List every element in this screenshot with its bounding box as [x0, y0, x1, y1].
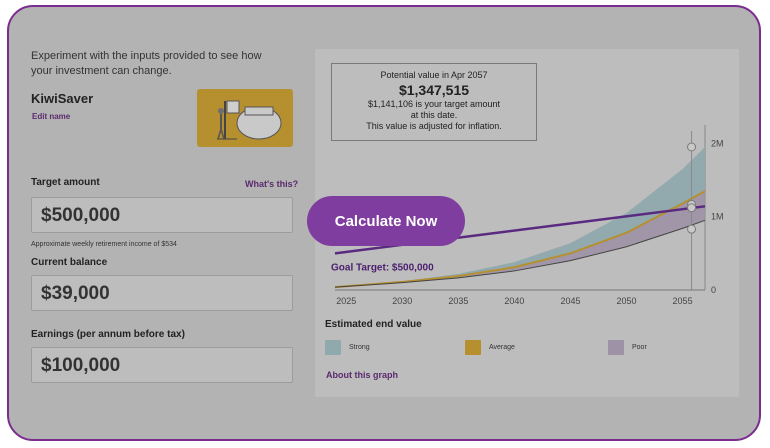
x-tick-label: 2030 — [392, 296, 412, 306]
weekly-income-hint: Approximate weekly retirement income of … — [31, 241, 177, 248]
earnings-label: Earnings (per annum before tax) — [31, 329, 185, 340]
tooltip-value: $1,347,515 — [398, 82, 470, 98]
poor-line — [334, 219, 706, 288]
marker-handle — [687, 142, 697, 152]
legend-average-label: Average — [489, 344, 515, 351]
x-tick-label: 2055 — [673, 296, 693, 306]
legend-poor-label: Poor — [632, 344, 647, 351]
legend-poor-swatch — [608, 340, 624, 355]
tooltip-heading: Potential value in Apr 2057 — [380, 70, 488, 80]
legend-strong-label: Strong — [349, 344, 370, 351]
y-tick-label: 2M — [711, 138, 724, 148]
tooltip-line-2: at this date. — [410, 110, 458, 120]
legend-average: Average — [465, 340, 515, 355]
x-tick-label: 2040 — [504, 296, 524, 306]
target-amount-label: Target amount — [31, 177, 100, 188]
goal-target-label: Goal Target: $500,000 — [331, 262, 434, 273]
estimated-end-value-title: Estimated end value — [325, 319, 422, 330]
legend-poor: Poor — [608, 340, 647, 355]
earnings-input[interactable]: $100,000 — [31, 347, 293, 383]
inputs-column: Experiment with the inputs provided to s… — [31, 7, 301, 439]
calculate-now-button[interactable]: Calculate Now — [307, 196, 465, 246]
x-tick-label: 2025 — [336, 296, 356, 306]
y-tick-label: 0 — [711, 285, 716, 295]
current-balance-label: Current balance — [31, 257, 108, 268]
legend-strong-swatch — [325, 340, 341, 355]
target-amount-input[interactable]: $500,000 — [31, 197, 293, 233]
marker-handle — [687, 224, 697, 234]
average-line — [334, 190, 706, 289]
tooltip-line-1: $1,141,106 is your target amount — [367, 99, 501, 109]
edit-name-link[interactable]: Edit name — [32, 112, 71, 121]
product-name: KiwiSaver — [31, 91, 94, 106]
tooltip-line-3: This value is adjusted for inflation. — [366, 121, 502, 131]
strong-band — [335, 147, 705, 288]
current-balance-input[interactable]: $39,000 — [31, 275, 293, 311]
x-tick-label: 2050 — [616, 296, 636, 306]
x-tick-label: 2035 — [448, 296, 468, 306]
poor-band — [335, 191, 705, 288]
calculator-frame: Experiment with the inputs provided to s… — [7, 5, 761, 441]
legend-average-swatch — [465, 340, 481, 355]
y-tick-label: 1M — [711, 212, 724, 222]
about-graph-link[interactable]: About this graph — [326, 370, 398, 380]
marker-handle — [687, 203, 697, 213]
intro-text: Experiment with the inputs provided to s… — [31, 50, 262, 77]
x-tick-label: 2045 — [560, 296, 580, 306]
whats-this-link[interactable]: What's this? — [245, 179, 299, 189]
legend-strong: Strong — [325, 340, 370, 355]
kiwisaver-illustration — [197, 89, 293, 147]
potential-value-tooltip: Potential value in Apr 2057 $1,347,515 $… — [331, 63, 537, 141]
